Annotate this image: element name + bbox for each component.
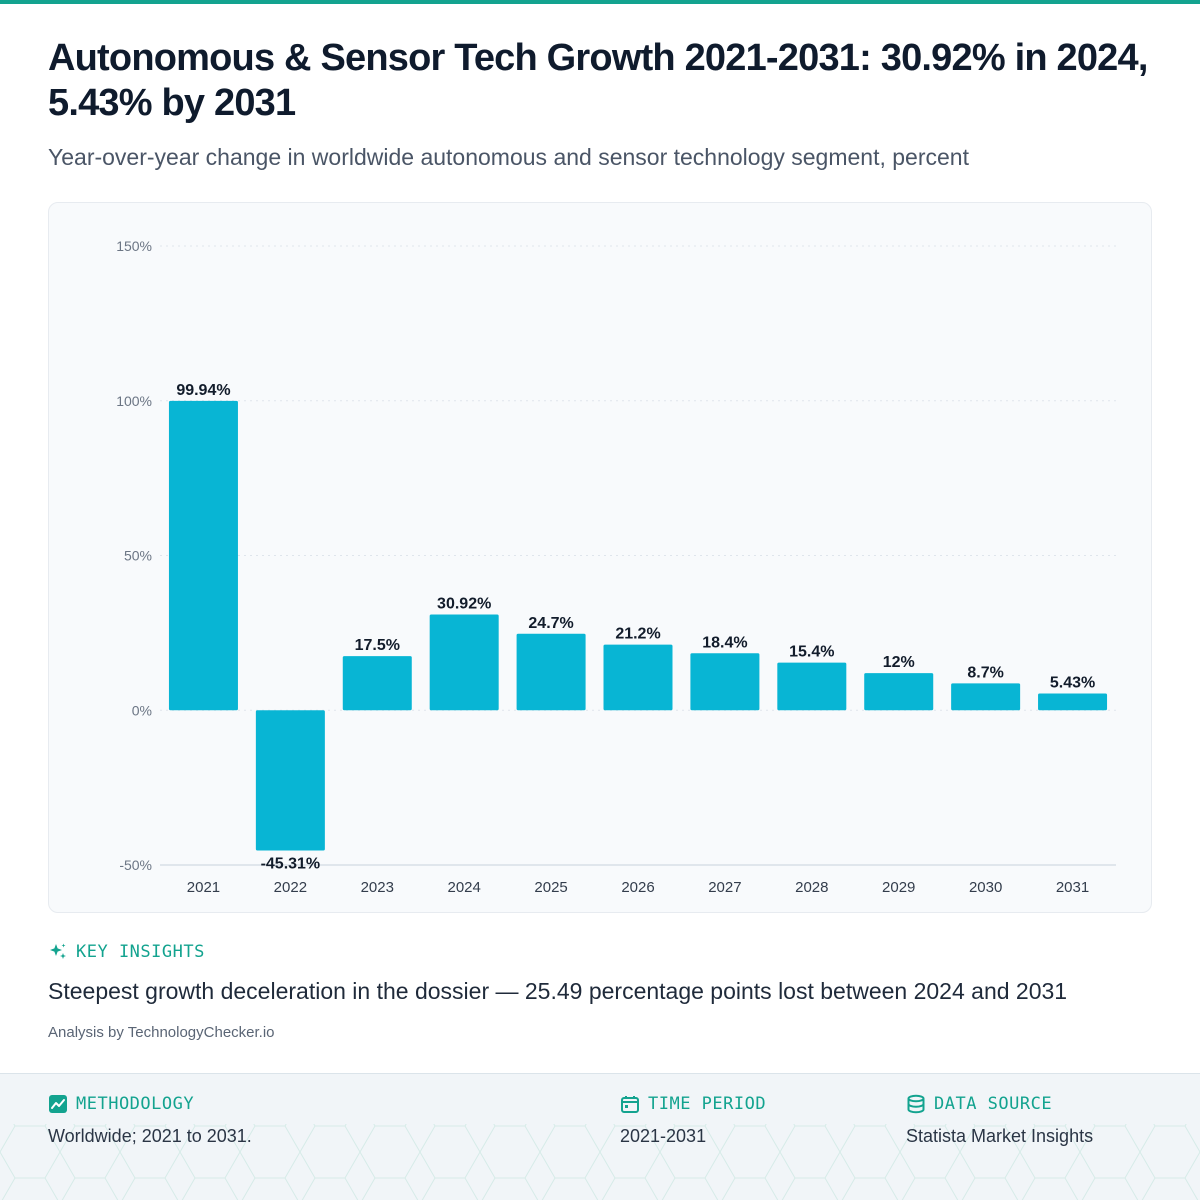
bar-2022 — [255, 710, 325, 851]
attribution: Analysis by TechnologyChecker.io — [48, 1024, 275, 1041]
calendar-icon — [621, 1096, 639, 1113]
data-label-2027: 18.4% — [702, 634, 747, 651]
x-axis-ticks: 2021 2022 2023 2024 2025 2026 2027 2028 2029 2030… — [187, 879, 1089, 896]
key-insights-header: KEY INSIGHTS — [48, 942, 205, 962]
y-tick-label: -50% — [119, 857, 152, 873]
bar-2023 — [342, 656, 412, 711]
x-tick-label: 2024 — [447, 879, 480, 896]
key-insights-label: KEY INSIGHTS — [76, 942, 205, 962]
footer-data-source: DATA SOURCE Statista Market Insights — [906, 1094, 1093, 1147]
time-period-value: 2021-2031 — [620, 1126, 707, 1146]
grid-lines — [160, 245, 1116, 866]
data-source-label: DATA SOURCE — [934, 1094, 1053, 1114]
bar-2021 — [168, 400, 238, 711]
sparkle-icon — [50, 943, 66, 959]
y-axis-ticks: 150% 100% 50% 0% -50% — [116, 238, 152, 873]
y-tick-label: 50% — [124, 548, 152, 564]
methodology-label: METHODOLOGY — [76, 1094, 195, 1114]
bar-2030 — [951, 683, 1021, 711]
bar-2024 — [429, 614, 499, 711]
x-tick-label: 2027 — [708, 879, 741, 896]
footer-time-period: TIME PERIOD 2021-2031 — [620, 1094, 766, 1147]
data-labels: 99.94% -45.31% 17.5% 30.92% 24.7% 21.2% 18.4% 1… — [176, 382, 1095, 873]
methodology-value: Worldwide; 2021 to 2031. — [48, 1126, 252, 1146]
time-period-label: TIME PERIOD — [648, 1094, 767, 1114]
x-tick-label: 2023 — [361, 879, 394, 896]
data-label-2021: 99.94% — [176, 382, 230, 399]
x-tick-label: 2029 — [882, 879, 915, 896]
bar-2025 — [516, 633, 586, 711]
x-tick-label: 2022 — [274, 879, 307, 896]
chart-trend-icon — [49, 1095, 67, 1113]
x-tick-label: 2030 — [969, 879, 1002, 896]
data-label-2029: 12% — [883, 654, 915, 671]
data-label-2022: -45.31% — [261, 855, 321, 872]
accent-top-bar — [0, 0, 1200, 4]
bar-2028 — [777, 662, 847, 711]
data-label-2031: 5.43% — [1050, 674, 1095, 691]
page-subtitle: Year-over-year change in worldwide auton… — [48, 144, 969, 170]
bar-2026 — [603, 644, 673, 711]
footer: METHODOLOGY Worldwide; 2021 to 2031. TIM… — [0, 1073, 1200, 1200]
x-tick-label: 2021 — [187, 879, 220, 896]
x-tick-label: 2026 — [621, 879, 654, 896]
data-label-2023: 17.5% — [355, 637, 400, 654]
data-label-2025: 24.7% — [528, 615, 573, 632]
y-tick-label: 150% — [116, 238, 152, 254]
data-label-2024: 30.92% — [437, 596, 491, 613]
key-insight-text: Steepest growth deceleration in the doss… — [48, 978, 1068, 1004]
x-tick-label: 2028 — [795, 879, 828, 896]
bar-2029 — [864, 673, 934, 711]
database-icon — [907, 1094, 925, 1114]
bar-chart: 150% 100% 50% 0% -50% 99.94% -45.31% 17.5% 30.9… — [116, 238, 1116, 896]
x-tick-label: 2031 — [1056, 879, 1089, 896]
data-label-2028: 15.4% — [789, 644, 834, 661]
bar-2031 — [1038, 693, 1108, 711]
data-source-value: Statista Market Insights — [906, 1126, 1094, 1146]
page-title: Autonomous & Sensor Tech Growth 2021-203… — [48, 37, 1148, 124]
bars — [168, 400, 1108, 851]
hexagon-pattern — [0, 1124, 1200, 1200]
bar-2027 — [690, 653, 760, 711]
data-label-2026: 21.2% — [615, 626, 660, 643]
y-tick-label: 0% — [132, 702, 152, 718]
x-tick-label: 2025 — [534, 879, 567, 896]
y-tick-label: 100% — [116, 393, 152, 409]
footer-methodology: METHODOLOGY Worldwide; 2021 to 2031. — [48, 1094, 252, 1147]
data-label-2030: 8.7% — [967, 664, 1003, 681]
